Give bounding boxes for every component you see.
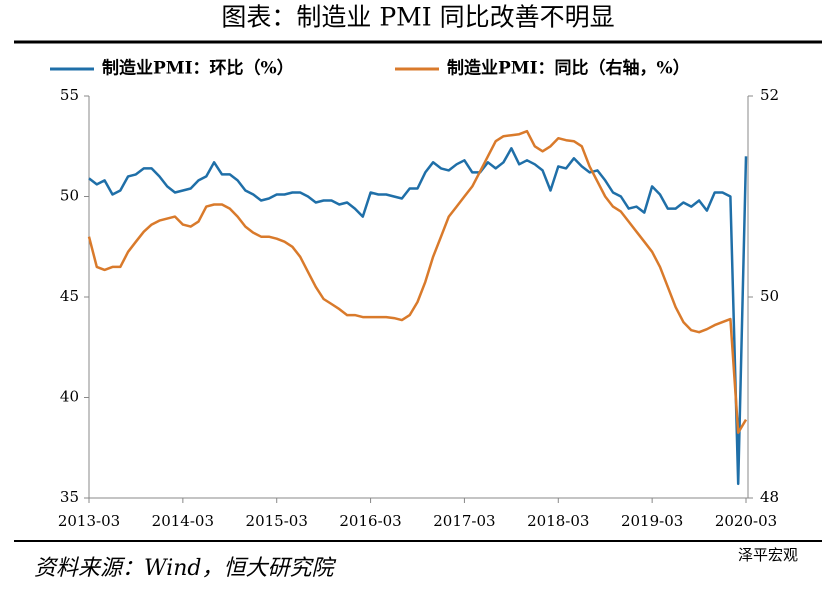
legend-label: 制造业PMI：环比（%） xyxy=(102,58,294,79)
legend-label: 制造业PMI：同比（右轴，%） xyxy=(447,58,690,79)
series-line xyxy=(88,147,748,486)
x-tick-label: 2013-03 xyxy=(58,512,120,530)
x-tick-label: 2016-03 xyxy=(339,512,401,530)
y-tick-label: 50 xyxy=(60,187,79,205)
x-tick-label: 2020-03 xyxy=(715,512,777,530)
series-line xyxy=(87,129,748,434)
y-tick-label: 45 xyxy=(60,287,79,305)
y-tick-label: 35 xyxy=(60,488,79,506)
y-tick-label: 55 xyxy=(60,86,79,104)
source-note: 资料来源：Wind，恒大研究院 xyxy=(34,556,337,581)
x-tick-label: 2015-03 xyxy=(246,512,308,530)
x-tick-label: 2014-03 xyxy=(152,512,214,530)
y2-tick-label: 50 xyxy=(760,287,779,305)
x-tick-label: 2018-03 xyxy=(527,512,589,530)
y-tick-label: 40 xyxy=(60,388,79,406)
x-tick-label: 2017-03 xyxy=(433,512,495,530)
x-tick-label: 2019-03 xyxy=(621,512,683,530)
chart-title: 图表：制造业 PMI 同比改善不明显 xyxy=(221,3,614,32)
watermark: 泽平宏观 xyxy=(738,546,798,564)
y2-tick-label: 48 xyxy=(760,488,779,506)
y2-tick-label: 52 xyxy=(760,86,779,104)
